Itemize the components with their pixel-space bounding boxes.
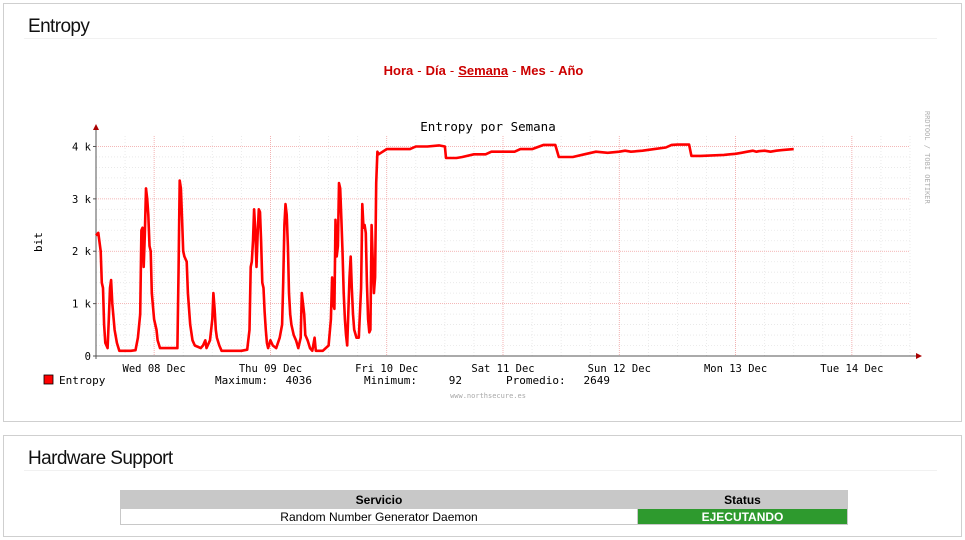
x-tick-label: Mon 13 Dec xyxy=(704,363,767,375)
period-separator: - xyxy=(449,63,455,78)
legend-series-name: Entropy xyxy=(59,374,106,387)
y-tick-label: 1 k xyxy=(72,299,92,311)
hardware-panel-title: Hardware Support xyxy=(28,448,173,469)
table-header-row: Servicio Status xyxy=(120,490,848,509)
y-axis-arrow xyxy=(93,124,99,130)
legend-average-label: Promedio: xyxy=(506,374,566,387)
y-tick-label: 3 k xyxy=(72,194,92,206)
hardware-panel: Hardware Support Servicio Status Random … xyxy=(3,435,962,537)
chart-axes xyxy=(93,124,922,359)
x-axis-arrow xyxy=(916,353,922,359)
legend-minimum-label: Minimum: xyxy=(364,374,417,387)
x-tick-label: Sat 11 Dec xyxy=(471,363,534,375)
legend-color-swatch xyxy=(43,374,54,385)
status-badge: EJECUTANDO xyxy=(637,508,848,525)
period-link-dia[interactable]: Día xyxy=(425,63,446,78)
title-divider xyxy=(24,38,937,39)
period-link-semana[interactable]: Semana xyxy=(458,63,509,78)
period-separator: - xyxy=(549,63,555,78)
legend-minimum-value: 92 xyxy=(449,374,462,387)
period-selector: Hora - Día - Semana - Mes - Año xyxy=(4,63,963,78)
x-tick-label: Sun 12 Dec xyxy=(588,363,651,375)
x-tick-label: Thu 09 Dec xyxy=(239,363,302,375)
x-tick-label: Wed 08 Dec xyxy=(123,363,186,375)
column-header-service: Servicio xyxy=(120,490,638,509)
period-link-hora[interactable]: Hora xyxy=(383,63,414,78)
y-tick-label: 4 k xyxy=(72,141,92,153)
chart-grid xyxy=(95,136,911,357)
chart-y-axis-label: bit xyxy=(32,232,45,252)
entropy-chart: 0 1 k 2 k 3 k 4 k Wed 08 Dec Thu 09 Dec Fri 10 … xyxy=(32,111,931,400)
x-tick-label: Tue 14 Dec xyxy=(820,363,883,375)
y-tick-label: 0 xyxy=(85,351,91,363)
title-divider xyxy=(24,470,937,471)
services-table: Servicio Status Random Number Generator … xyxy=(120,490,848,525)
legend-maximum-value: 4036 xyxy=(286,374,313,387)
chart-title: Entropy por Semana xyxy=(420,119,555,134)
chart-footer-url: www.northsecure.es xyxy=(450,392,526,400)
entropy-series-line xyxy=(95,143,794,353)
x-tick-label: Fri 10 Dec xyxy=(355,363,418,375)
period-separator: - xyxy=(417,63,422,78)
legend-average-value: 2649 xyxy=(584,374,611,387)
period-separator: - xyxy=(512,63,517,78)
chart-tick-labels: 0 1 k 2 k 3 k 4 k Wed 08 Dec Thu 09 Dec Fri 10 … xyxy=(72,141,883,375)
entropy-panel-title: Entropy xyxy=(28,16,90,37)
legend-maximum-label: Maximum: xyxy=(215,374,268,387)
chart-watermark: RRDTOOL / TOBI OETIKER xyxy=(923,111,931,205)
table-row: Random Number Generator Daemon EJECUTAND… xyxy=(120,508,848,525)
y-tick-label: 2 k xyxy=(72,246,92,258)
period-link-mes[interactable]: Mes xyxy=(520,63,546,78)
column-header-status: Status xyxy=(637,490,848,509)
service-name-cell: Random Number Generator Daemon xyxy=(120,508,638,525)
period-link-ano[interactable]: Año xyxy=(558,63,584,78)
